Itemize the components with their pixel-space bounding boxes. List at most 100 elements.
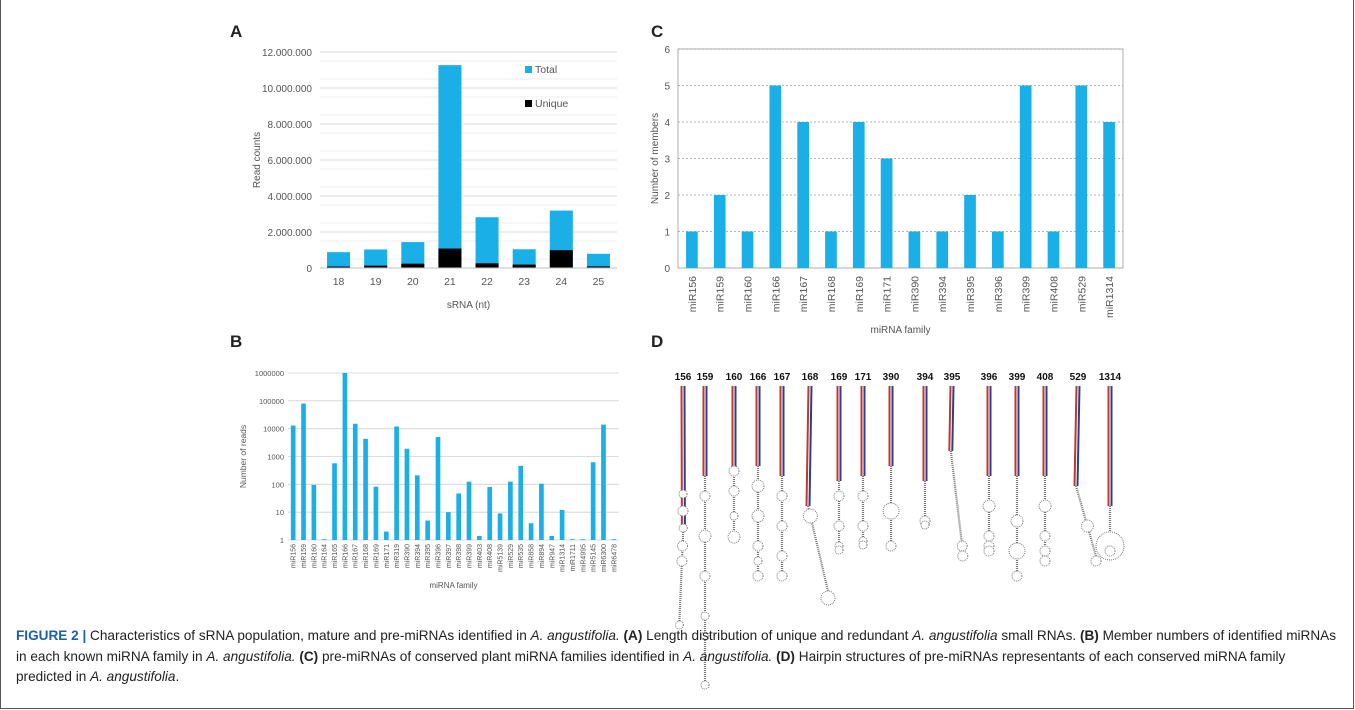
x-tick-label: miR947 (549, 544, 556, 568)
x-tick-label: 18 (333, 276, 345, 288)
x-tick-label: miR403 (477, 544, 484, 568)
hairpin-terminal-loop (674, 620, 684, 630)
legend-label-total: Total (535, 64, 557, 76)
hairpin-terminal-loop (983, 545, 995, 557)
bar-miR535 (518, 465, 524, 540)
x-tick-label: miR168 (363, 544, 370, 568)
hairpin-terminal-loop (885, 540, 897, 552)
hairpin-loop (1080, 519, 1094, 533)
hairpin-loop (751, 509, 765, 523)
hairpin-label-169: 169 (831, 372, 848, 383)
caption-ref-b: (B) (1079, 628, 1099, 643)
panel-a-label: A (230, 22, 243, 41)
legend-swatch-unique (525, 100, 532, 107)
hairpin-stem-tail (949, 450, 964, 552)
y-tick-label: 0 (664, 264, 670, 275)
bar-miR858 (528, 523, 534, 540)
hairpin-loop (982, 499, 996, 513)
hairpin-loop (698, 529, 712, 543)
bar-unique-24 (549, 250, 573, 268)
x-tick-label: miR535 (518, 544, 525, 568)
y-tick-label: 1 (664, 228, 670, 239)
hairpin-loop (1008, 542, 1026, 560)
x-tick-label: miR1314 (560, 544, 567, 572)
chart-b-svg: 1 10 100 1000 10000 100000 1000000 miR156 miR159… (238, 369, 619, 590)
caption-species: A. angustifolia. (683, 648, 773, 664)
bar-miR529 (1075, 85, 1088, 268)
bar-miR169 (852, 122, 865, 268)
x-tick-label: miR171 (882, 276, 894, 312)
x-tick-label: miR171 (384, 544, 391, 568)
hairpin-terminal-loop (776, 570, 788, 582)
caption-ref-c: (C) (295, 648, 319, 664)
hairpin-loop (678, 489, 688, 499)
bar-miR399 (466, 481, 472, 540)
x-tick-label: miR397 (446, 544, 453, 568)
x-tick-label: miR390 (404, 544, 411, 568)
bar-unique-18 (327, 266, 351, 268)
hairpin-label-166: 166 (750, 372, 767, 383)
bar-miR165 (332, 463, 337, 540)
bar-miR6478 (611, 539, 617, 540)
hairpin-label-529: 529 (1070, 372, 1087, 383)
y-tick-label: 10000 (263, 425, 284, 434)
hairpin-loop (1039, 545, 1051, 557)
hairpin-loop (833, 490, 845, 502)
chart-a-svg: 0 2.000.000 4.000.000 6.000.000 8.000.000 10.… (252, 48, 617, 311)
x-tick-label: 21 (444, 276, 456, 288)
bar-miR395 (964, 195, 976, 268)
x-tick-label: miR159 (301, 544, 308, 568)
y-tick-label: 100000 (259, 397, 284, 406)
bar-unique-19 (364, 265, 388, 268)
hairpin-loop (700, 631, 710, 641)
bar-miR171 (880, 158, 893, 268)
hairpin-1314 (1095, 386, 1125, 561)
bar-miR947 (549, 535, 555, 540)
y-tick-label: 10 (276, 508, 284, 517)
hairpin-156 (674, 385, 689, 630)
bar-miR159 (713, 195, 726, 268)
caption-ref-a: (A) (619, 628, 643, 643)
bar-unique-22 (475, 263, 499, 268)
panel-c: C 0 1 2 3 4 5 6 miR156 miR159 miR160 miR166 miR167 m… (645, 20, 1135, 340)
caption-text: Hairpin structures of pre-miRNAs represe… (16, 648, 1286, 685)
hairpin-label-396: 396 (981, 372, 998, 383)
y-tick-label: 100 (271, 480, 284, 489)
hairpin-terminal-loop (858, 540, 868, 550)
hairpin-loop (882, 502, 900, 520)
bar-miR160 (311, 484, 317, 540)
x-tick-label: miR159 (715, 276, 727, 312)
bar-unique-25 (586, 266, 610, 268)
hairpin-loop (752, 540, 764, 552)
figure-caption: FIGURE 2 | Characteristics of sRNA popul… (16, 626, 1341, 688)
bar-total-25 (586, 253, 610, 268)
y-axis-label: Number of members (650, 113, 661, 204)
x-tick-label: miR1711 (570, 544, 577, 572)
hairpin-label-159: 159 (697, 372, 714, 383)
x-tick-label: miR529 (508, 544, 515, 568)
bar-miR5145 (590, 462, 596, 540)
y-tick-label: 6.000.000 (268, 156, 313, 167)
x-tick-label: miR156 (687, 276, 699, 312)
y-tick-label: 10.000.000 (262, 84, 312, 95)
x-tick-label: miR408 (487, 544, 494, 568)
hairpin-171 (857, 386, 869, 550)
hairpin-159 (698, 386, 712, 690)
hairpin-strand-3p (1076, 385, 1081, 487)
bar-unique-23 (512, 264, 536, 268)
panel-b: B 1 10 100 1000 10000 100000 1000000 miR156 miR1… (222, 330, 642, 600)
y-axis-label: Read counts (252, 132, 263, 188)
hairpin-166 (751, 386, 765, 582)
hairpin-label-395: 395 (944, 372, 961, 383)
hairpin-167 (776, 386, 788, 582)
hairpin-loop (833, 520, 845, 532)
bar-miR156 (686, 231, 698, 268)
x-tick-label: 24 (555, 276, 567, 288)
caption-species: A. angustifolia (912, 628, 998, 643)
x-tick-label: miR164 (322, 544, 329, 568)
hairpin-loop (956, 540, 968, 552)
hairpin-loop (776, 490, 788, 502)
y-tick-label: 8.000.000 (268, 120, 313, 131)
legend-label-unique: Unique (535, 98, 568, 110)
bar-miR156 (290, 425, 296, 540)
